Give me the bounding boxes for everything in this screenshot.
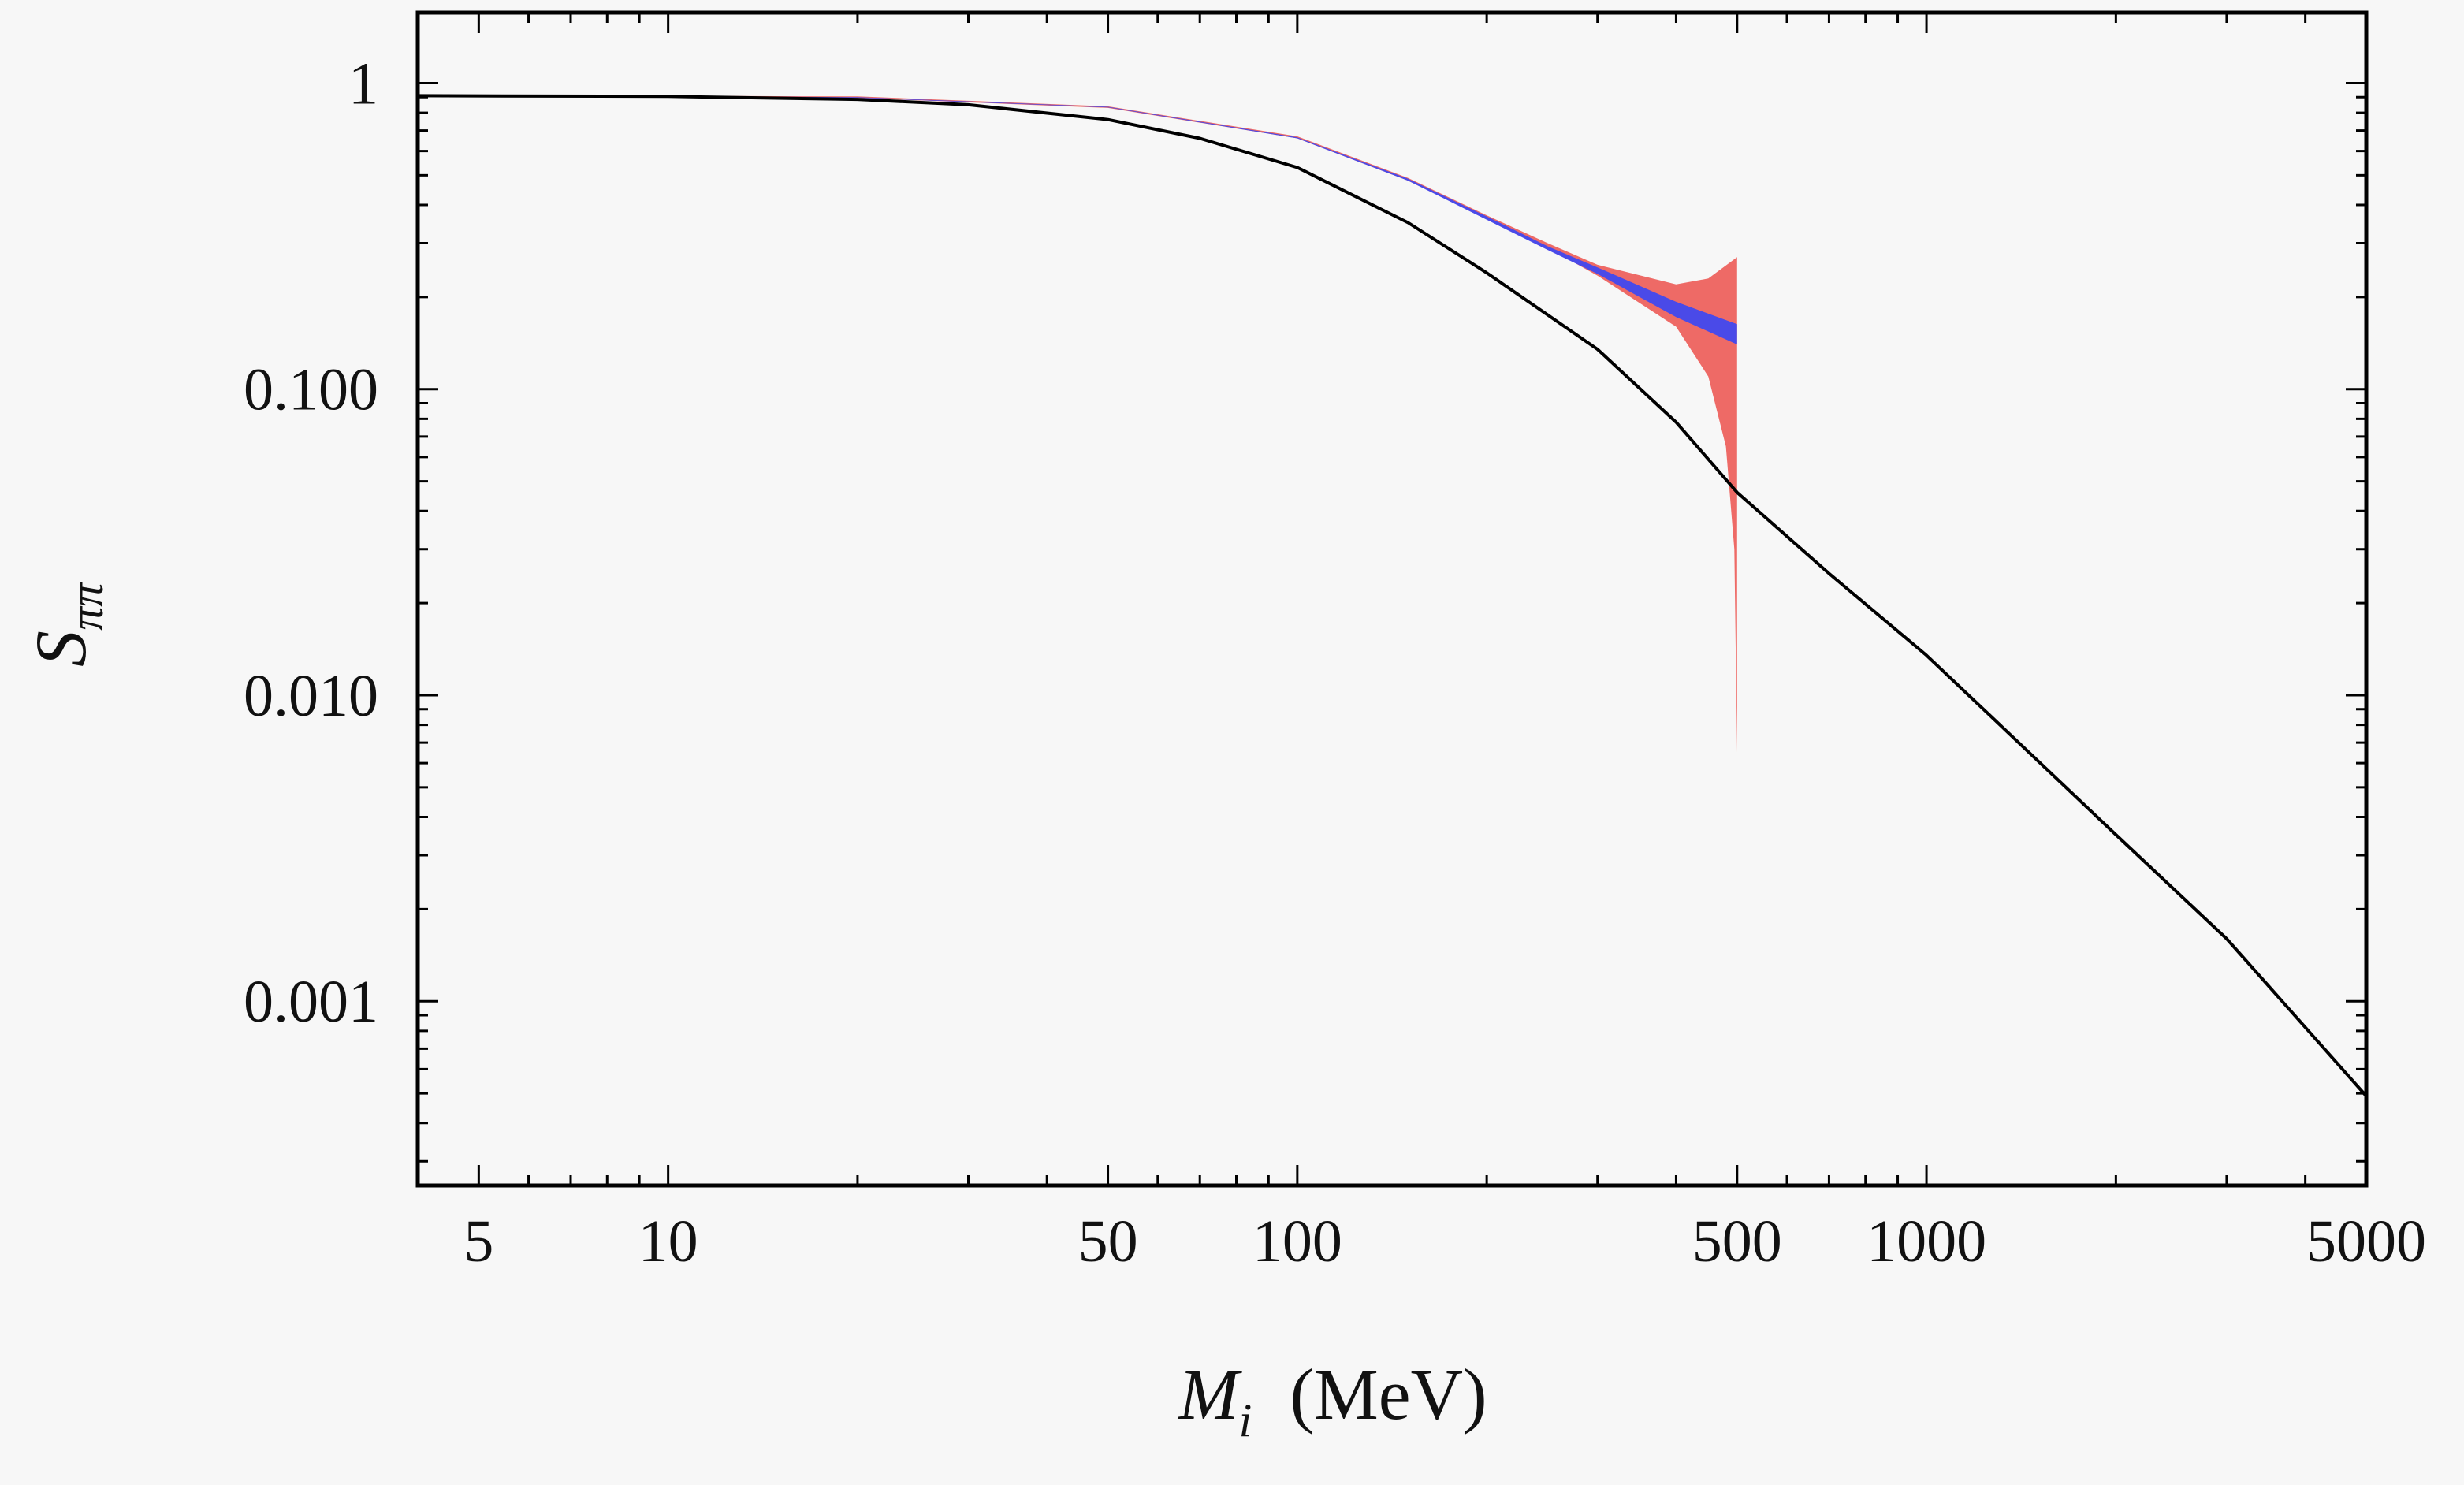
y-tick-label: 0.001	[244, 969, 378, 1035]
plot-area	[418, 94, 2366, 1097]
axis-ticks	[416, 13, 2368, 1185]
line-series-0	[418, 94, 2366, 1097]
x-tick-label: 10	[638, 1208, 698, 1275]
x-tick-label: 5000	[2306, 1208, 2426, 1275]
x-tick-label: 100	[1252, 1208, 1342, 1275]
y-tick-label: 0.100	[244, 357, 378, 423]
x-axis-title-symbol: M	[1177, 1354, 1242, 1435]
x-axis-title: Mi (MeV)	[1177, 1354, 1487, 1446]
x-axis-title-unit: (MeV)	[1290, 1354, 1487, 1435]
y-axis-title-symbol: S	[20, 631, 101, 667]
x-tick-label: 500	[1692, 1208, 1782, 1275]
x-tick-label: 50	[1078, 1208, 1138, 1275]
y-axis-title-subscript: ππ	[61, 582, 113, 631]
y-tick-label: 1	[348, 50, 378, 117]
x-tick-label: 1000	[1867, 1208, 1986, 1275]
plot-frame	[415, 10, 2369, 1188]
tick-labels: 5 10 50 100 500 1000 5000 1 0.100 0.010 0.001	[244, 50, 2426, 1275]
band-series-2	[418, 95, 1737, 344]
x-axis-title-subscript: i	[1239, 1394, 1252, 1446]
band-series-1	[418, 95, 1737, 753]
y-tick-label: 0.010	[244, 663, 378, 729]
x-tick-label: 5	[463, 1208, 493, 1275]
y-axis-title: Sππ	[20, 582, 113, 667]
series-group	[418, 94, 2366, 1097]
